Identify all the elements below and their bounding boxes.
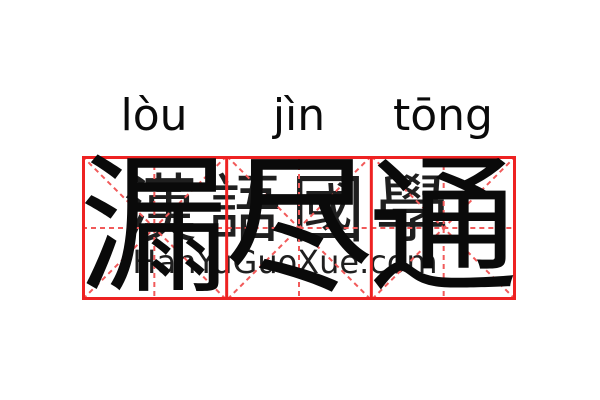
grid-border <box>82 156 516 300</box>
pinyin-syllable-2: jìn <box>272 90 326 141</box>
grid-guides-cell-1 <box>82 156 228 300</box>
pinyin-syllable-1: lòu <box>120 90 188 141</box>
hanzi-character-1: 漏 <box>78 141 230 315</box>
pinyin-syllable-3: tōng <box>393 90 493 141</box>
watermark-cjk-text: 漢語國學 <box>123 167 459 253</box>
grid-guides-cell-3 <box>370 156 516 300</box>
watermark-site-url: HanYuGuoXue.com <box>132 243 438 281</box>
grid-guides-cell-2 <box>225 156 373 300</box>
mizige-grid <box>82 156 516 300</box>
hanzi-character-3: 通 <box>367 141 519 315</box>
hanzi-character-2: 尽 <box>223 141 375 315</box>
